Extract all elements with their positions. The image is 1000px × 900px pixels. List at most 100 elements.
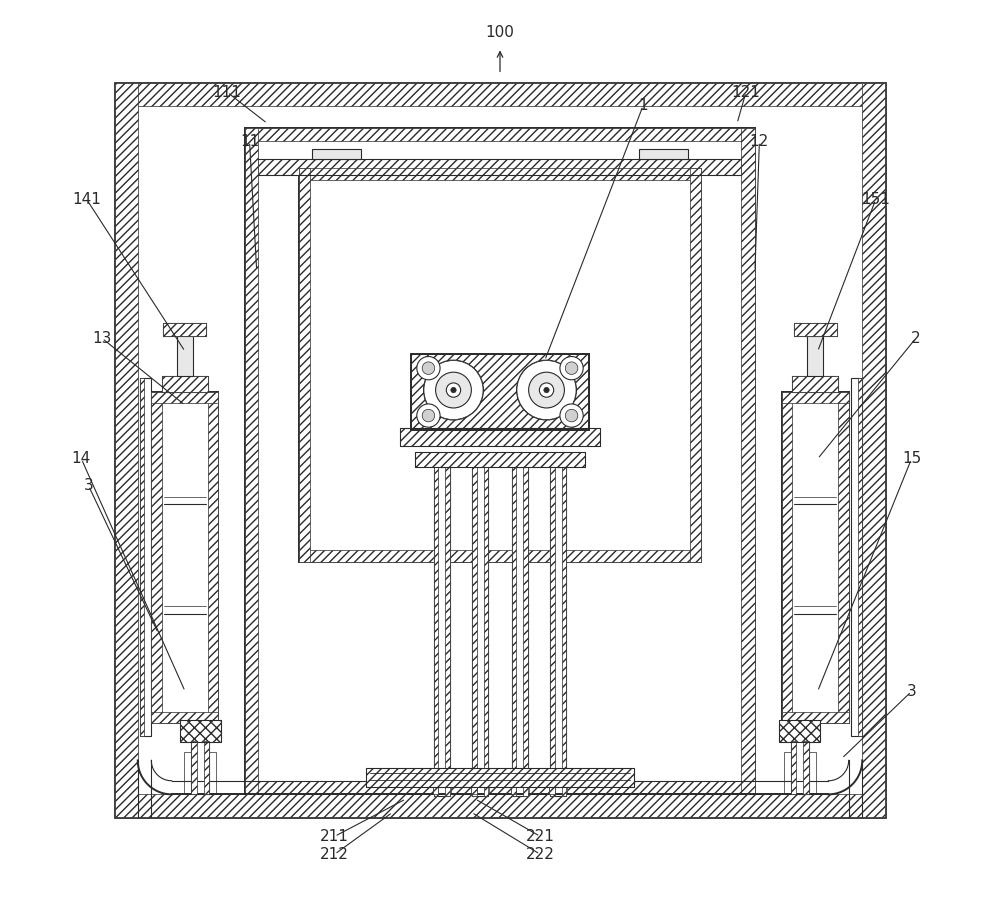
Bar [180,720,221,742]
Text: 1: 1 [638,98,648,113]
Text: 211: 211 [320,829,349,844]
Bar [245,128,258,795]
Circle shape [560,404,583,428]
Bar [471,788,489,795]
Bar [151,392,218,723]
Bar [162,376,208,392]
Bar [177,327,193,376]
Text: 111: 111 [213,85,242,100]
Bar [433,788,451,795]
Bar [140,378,144,736]
Bar [434,466,438,796]
Text: 15: 15 [902,452,921,466]
Text: 3: 3 [84,478,93,493]
Bar [151,392,218,402]
Bar [245,128,755,141]
Bar [782,712,849,723]
Circle shape [446,382,461,397]
Circle shape [560,356,583,380]
Circle shape [544,387,549,392]
Bar [366,768,634,788]
Bar [792,376,838,392]
Bar [400,428,600,446]
Text: 11: 11 [240,134,259,148]
Bar [415,452,585,466]
Circle shape [424,361,483,419]
Bar [258,159,741,176]
Bar [550,466,555,796]
Bar [208,392,218,723]
Bar [639,148,688,159]
Bar [191,741,197,795]
Bar [163,323,206,336]
Bar [779,720,820,742]
Bar [784,752,816,793]
Bar [140,378,151,736]
Bar [523,466,528,796]
Bar [741,128,755,795]
Bar [366,768,634,788]
Bar [163,323,206,336]
Bar [838,392,849,723]
Bar [299,168,701,180]
Text: 221: 221 [526,829,555,844]
Bar [472,466,488,796]
Text: 212: 212 [320,847,349,862]
Bar [512,466,516,796]
Bar [550,466,566,796]
Bar [184,752,216,793]
Circle shape [517,361,576,419]
Bar [511,788,516,795]
Bar [851,378,862,736]
Bar [415,452,585,466]
Circle shape [436,373,471,408]
Bar [162,376,208,392]
Circle shape [422,362,435,374]
Bar [151,392,162,723]
Circle shape [529,373,564,408]
Bar [782,392,849,402]
Text: 3: 3 [907,684,916,699]
Text: 121: 121 [732,85,760,100]
Bar [191,741,209,795]
Bar [549,788,555,795]
Bar [862,84,885,816]
Text: 2: 2 [911,330,921,346]
Bar [115,84,885,816]
Bar [411,354,589,430]
Bar [779,720,820,742]
Bar [794,323,837,336]
Bar [512,466,528,796]
Text: 12: 12 [750,134,769,148]
Circle shape [451,387,456,392]
Circle shape [417,356,440,380]
Bar [794,323,837,336]
Bar [434,466,450,796]
Bar [445,466,450,796]
Bar [858,378,862,736]
Circle shape [417,404,440,428]
Bar [807,327,823,376]
Bar [245,781,755,795]
Bar [562,466,566,796]
Bar [299,550,701,562]
Text: 14: 14 [72,452,91,466]
Text: 141: 141 [72,192,101,207]
Text: 13: 13 [92,330,112,346]
Bar [782,392,849,723]
Bar [299,168,701,562]
Bar [180,720,221,742]
Text: 100: 100 [486,25,514,40]
Bar [299,168,310,562]
Circle shape [422,410,435,422]
Circle shape [424,361,483,419]
Bar [690,168,701,562]
Bar [400,428,600,446]
Bar [115,84,138,816]
Text: 151: 151 [861,192,890,207]
Bar [433,788,438,795]
Bar [245,128,755,795]
Bar [312,148,361,159]
Circle shape [565,362,578,374]
Bar [204,741,209,795]
